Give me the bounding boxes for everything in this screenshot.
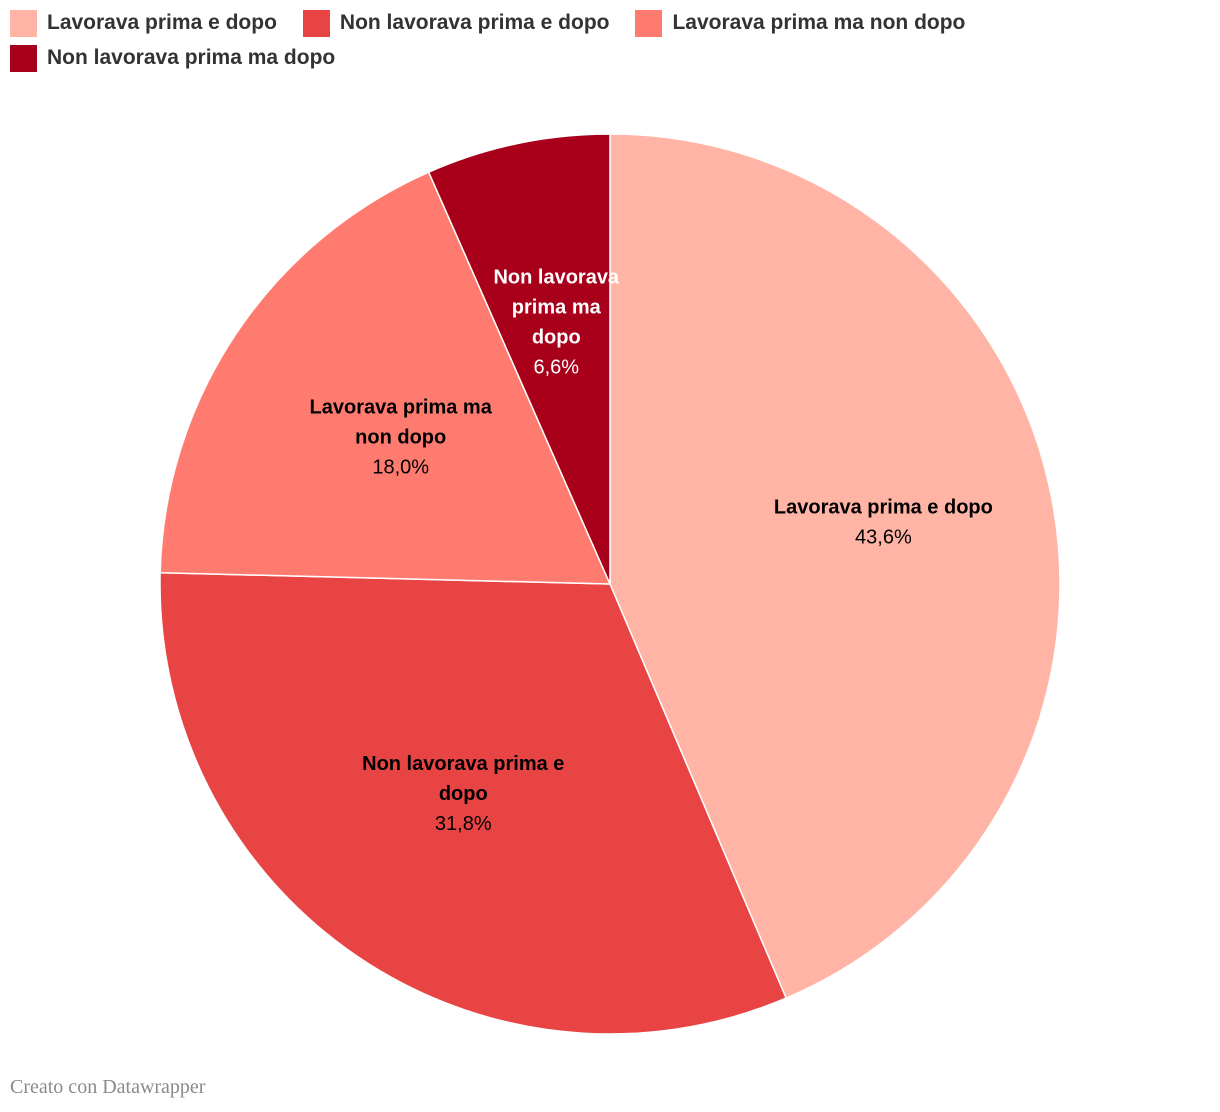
legend-label: Lavorava prima e dopo	[47, 11, 277, 34]
legend-swatch	[302, 9, 330, 37]
slice-label-name: Non lavorava	[493, 267, 619, 289]
pie-slice-non-lavorava-prima-e-dopo	[159, 571, 788, 1035]
slice-label: Non lavorava prima e dopo 31,8%	[362, 753, 564, 835]
legend-swatch	[10, 9, 37, 37]
pie-slice-lavorava-prima-e-dopo	[609, 133, 1061, 1000]
chart-legend: Lavorava prima e dopo Non lavorava prima…	[10, 9, 1190, 72]
slice-label-name: Non lavorava prima e	[362, 753, 564, 775]
pie-slice-non-lavorava-prima-ma-dopo	[427, 133, 611, 585]
slice-label-name: dopo	[439, 783, 488, 805]
slice-label-value: 31,8%	[435, 813, 492, 835]
slice-label: Lavorava prima e dopo 43,6%	[774, 496, 993, 548]
legend-label: Lavorava prima ma non dopo	[672, 11, 966, 34]
pie-labels: Lavorava prima e dopo 43,6% Non lavorava p…	[310, 267, 993, 835]
slice-label-name: Lavorava prima ma	[310, 397, 493, 419]
slice-label-value: 43,6%	[855, 526, 912, 548]
slice-label-name: dopo	[532, 327, 581, 349]
slice-label-value: 18,0%	[372, 457, 429, 479]
slice-label-value: 6,6%	[533, 357, 579, 379]
slice-label: Lavorava prima ma non dopo 18,0%	[310, 397, 493, 479]
credit-text: Creato con Datawrapper	[10, 1076, 206, 1098]
legend-item-lavorava-prima-ma-non-dopo: Lavorava prima ma non dopo	[635, 9, 966, 37]
legend-label: Non lavorava prima e dopo	[339, 11, 610, 34]
legend-item-lavorava-prima-e-dopo: Lavorava prima e dopo	[10, 9, 277, 37]
slice-label-name: Lavorava prima e dopo	[774, 496, 993, 518]
legend-swatch	[635, 9, 663, 37]
pie-slices	[159, 133, 1061, 1035]
legend-item-non-lavorava-prima-e-dopo: Non lavorava prima e dopo	[302, 9, 610, 37]
pie-slice-lavorava-prima-ma-non-dopo	[159, 171, 612, 585]
legend-label: Non lavorava prima ma dopo	[47, 46, 336, 69]
legend-item-non-lavorava-prima-ma-dopo: Non lavorava prima ma dopo	[10, 44, 336, 72]
slice-label-name: non dopo	[355, 427, 446, 449]
slice-label-name: prima ma	[512, 297, 602, 319]
slice-label: Non lavorava prima ma dopo 6,6%	[493, 267, 619, 379]
legend-swatch	[10, 44, 37, 72]
